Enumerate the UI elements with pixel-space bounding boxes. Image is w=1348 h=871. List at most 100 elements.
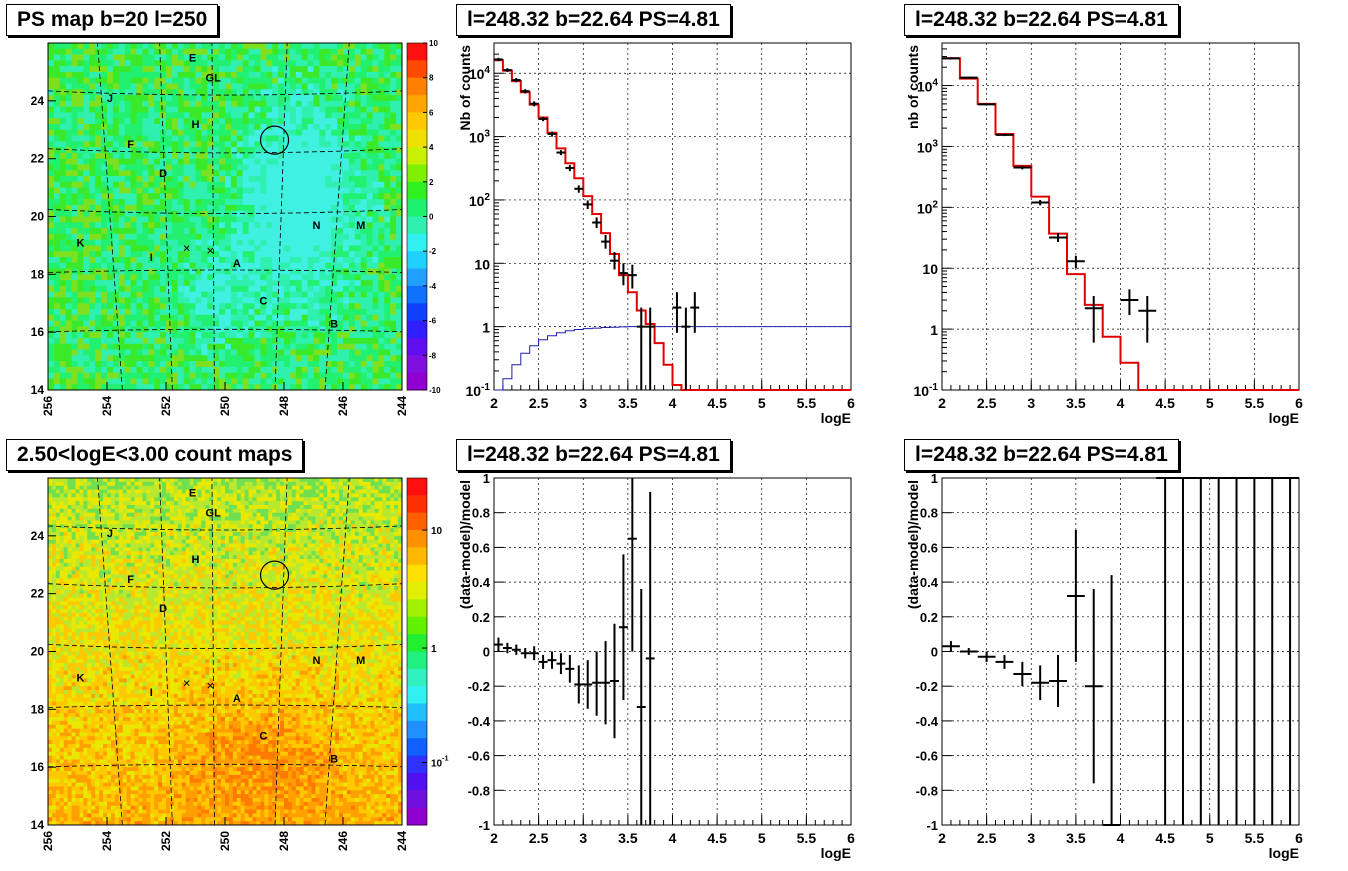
- heatmap-cell: [71, 589, 76, 595]
- heatmap-cell: [53, 89, 61, 96]
- heatmap-cell: [331, 361, 338, 368]
- heatmap-cell: [343, 372, 350, 379]
- heatmap-cell: [51, 744, 57, 749]
- heatmap-cell: [75, 512, 80, 517]
- heatmap-cell: [71, 817, 76, 822]
- heatmap-cell: [87, 504, 92, 510]
- heatmap-cell: [65, 233, 72, 241]
- heatmap-cell: [59, 589, 65, 595]
- heatmap-cell: [77, 343, 84, 350]
- heatmap-cell: [166, 95, 173, 102]
- heatmap-cell: [236, 303, 244, 310]
- heatmap-cell: [307, 320, 314, 327]
- heatmap-cell: [107, 256, 114, 264]
- heatmap-cell: [213, 118, 220, 125]
- heatmap-cell: [51, 798, 57, 803]
- heatmap-cell: [148, 256, 155, 264]
- heatmap-cell: [77, 355, 84, 362]
- heatmap-cell: [95, 701, 100, 706]
- heatmap-cell: [65, 71, 72, 79]
- heatmap-cell: [236, 268, 244, 275]
- heatmap-cell: [348, 147, 356, 154]
- heatmap-cell: [366, 366, 373, 374]
- heatmap-cell: [59, 112, 67, 119]
- heatmap-cell: [343, 239, 350, 246]
- heatmap-cell: [51, 585, 57, 591]
- heatmap-cell: [75, 570, 80, 575]
- heatmap-cell: [177, 210, 185, 217]
- heatmap-cell: [51, 690, 57, 695]
- heatmap-cell: [148, 100, 155, 108]
- heatmap-cell: [348, 77, 356, 84]
- heatmap-cell: [124, 147, 131, 154]
- heatmap-cell: [307, 268, 314, 275]
- heatmap-cell: [103, 543, 108, 548]
- heatmap-cell: [124, 297, 131, 304]
- heatmap-cell: [343, 100, 350, 108]
- heatmap-cell: [177, 95, 185, 102]
- heatmap-cell: [378, 118, 385, 125]
- heatmap-cell: [177, 268, 185, 275]
- heatmap-cell: [95, 118, 102, 125]
- heatmap-cell: [325, 216, 332, 223]
- heatmap-cell: [51, 501, 57, 506]
- heatmap-cell: [118, 343, 126, 350]
- heatmap-cell: [95, 593, 100, 598]
- heatmap-cell: [59, 639, 65, 645]
- heatmap-cell: [59, 158, 67, 165]
- heatmap-cell: [390, 384, 397, 391]
- source-label-C: C: [259, 295, 267, 307]
- heatmap-cell: [337, 274, 344, 281]
- heatmap-cell: [289, 164, 297, 171]
- heatmap-cell: [319, 216, 326, 223]
- heatmap-cell: [307, 83, 314, 90]
- heatmap-cell: [230, 43, 238, 50]
- heatmap-cell: [83, 309, 90, 316]
- heatmap-cell: [207, 199, 214, 206]
- heatmap-cell: [79, 543, 84, 548]
- heatmap-cell: [118, 112, 126, 119]
- heatmap-cell: [124, 152, 131, 160]
- heatmap-cell: [313, 326, 320, 333]
- heatmap-cell: [89, 204, 96, 212]
- heatmap-cell: [48, 123, 55, 131]
- heatmap-cell: [99, 659, 104, 664]
- heatmap-cell: [396, 77, 403, 84]
- heatmap-cell: [130, 71, 137, 79]
- heatmap-cell: [148, 176, 155, 183]
- heatmap-cell: [266, 378, 273, 385]
- heatmap-cell: [219, 181, 226, 188]
- heatmap-cell: [171, 118, 179, 125]
- heatmap-cell: [343, 228, 350, 235]
- heatmap-cell: [354, 291, 362, 298]
- heatmap-cell: [71, 809, 76, 814]
- heatmap-cell: [289, 309, 297, 316]
- heatmap-cell: [112, 141, 120, 148]
- heatmap-cell: [130, 100, 137, 108]
- heatmap-cell: [266, 48, 273, 55]
- heatmap-cell: [55, 682, 61, 687]
- heatmap-cell: [51, 705, 57, 710]
- heatmap-cell: [53, 314, 61, 321]
- heatmap-cell: [248, 239, 255, 246]
- heatmap-cell: [236, 193, 244, 200]
- heatmap-cell: [260, 210, 267, 217]
- heatmap-cell: [124, 361, 131, 368]
- x-tick-label: 254: [100, 396, 114, 416]
- heatmap-cell: [112, 274, 120, 281]
- heatmap-cell: [99, 543, 104, 548]
- heatmap-cell: [219, 106, 226, 113]
- heatmap-cell: [254, 89, 261, 96]
- heatmap-cell: [59, 280, 67, 287]
- heatmap-cell: [75, 728, 80, 733]
- heatmap-cell: [89, 199, 96, 206]
- heatmap-cell: [354, 199, 362, 206]
- heatmap-cell: [87, 558, 92, 564]
- heatmap-cell: [75, 717, 80, 722]
- heatmap-cell: [63, 612, 69, 618]
- heatmap-cell: [390, 71, 397, 79]
- heatmap-cell: [166, 83, 173, 90]
- heatmap-cell: [354, 60, 362, 67]
- heatmap-cell: [63, 817, 69, 822]
- heatmap-cell: [295, 193, 303, 200]
